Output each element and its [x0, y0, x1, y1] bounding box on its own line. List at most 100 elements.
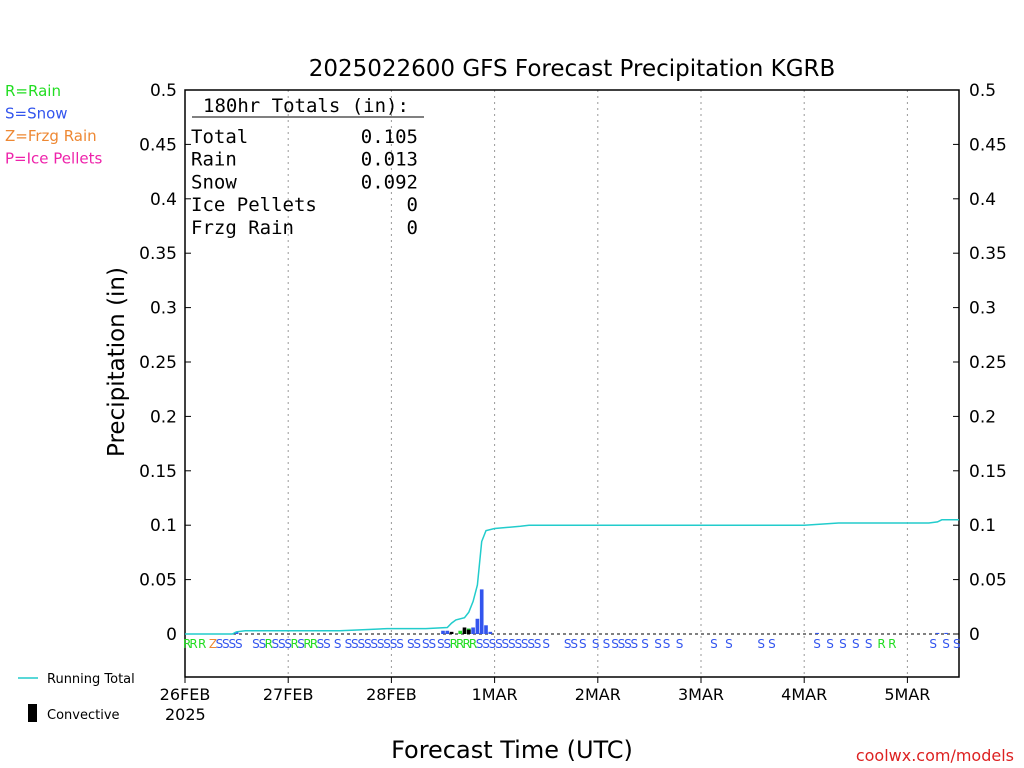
type-marker: S — [476, 637, 484, 651]
type-marker: S — [489, 637, 497, 651]
type-marker: R — [450, 637, 458, 651]
type-marker: S — [603, 637, 611, 651]
totals-row-value: 0 — [407, 194, 418, 216]
type-marker: S — [663, 637, 671, 651]
type-marker: S — [514, 637, 522, 651]
y-tick-label-left: 0.15 — [139, 462, 177, 482]
totals-row-label: Total — [191, 126, 248, 148]
legend-convective: Convective — [47, 708, 120, 723]
type-marker: S — [437, 637, 445, 651]
x-tick-label: 5MAR — [884, 685, 930, 704]
totals-row-label: Snow — [191, 171, 237, 193]
y-tick-label-right: 0.35 — [969, 244, 1007, 264]
type-marker: S — [953, 637, 961, 651]
type-marker: S — [725, 637, 733, 651]
type-marker: Z — [209, 637, 217, 651]
totals-header: 180hr Totals (in): — [203, 95, 409, 117]
type-marker: R — [456, 637, 464, 651]
bar-snow — [815, 632, 819, 634]
type-marker: S — [278, 637, 286, 651]
type-marker: S — [502, 637, 510, 651]
type-marker: S — [216, 637, 224, 651]
precip-type-legend: R=Rain S=Snow Z=Frzg Rain P=Ice Pellets — [5, 82, 102, 168]
y-tick-label-right: 0.05 — [969, 571, 1007, 591]
y-tick-label-left: 0.25 — [139, 353, 177, 373]
type-marker: R — [303, 637, 311, 651]
legend-convective-swatch — [28, 704, 37, 722]
type-marker: S — [611, 637, 619, 651]
y-tick-label-left: 0.1 — [150, 516, 177, 536]
legend-r: R=Rain — [5, 82, 61, 100]
type-marker: S — [676, 637, 684, 651]
type-marker: S — [865, 637, 873, 651]
type-marker: S — [710, 637, 718, 651]
bar-convective — [462, 627, 467, 634]
type-marker: S — [942, 637, 950, 651]
type-marker: S — [826, 637, 834, 651]
y-axis-ticks: 0.5 0.5 0.45 0.45 0.4 0.4 0.35 0.35 0.3 0.3 0.25 0.… — [139, 81, 1007, 645]
chart-title: 2025022600 GFS Forecast Precipitation KG… — [309, 56, 836, 82]
x-tick-label: 1MAR — [472, 685, 518, 704]
type-marker: S — [654, 637, 662, 651]
type-marker: S — [317, 637, 325, 651]
y-tick-label-right: 0.25 — [969, 353, 1007, 373]
y-tick-label-left: 0.4 — [150, 190, 177, 210]
legend-s: S=Snow — [5, 105, 68, 123]
type-marker: R — [462, 637, 470, 651]
plot-frame — [184, 89, 960, 678]
precip-bars — [234, 589, 948, 634]
type-marker: R — [183, 637, 191, 651]
type-marker: R — [310, 637, 318, 651]
bar-snow — [479, 589, 484, 634]
y-tick-label-right: 0.4 — [969, 190, 996, 210]
bar-snow — [475, 618, 480, 634]
type-marker: S — [929, 637, 937, 651]
year-label: 2025 — [165, 705, 206, 724]
y-tick-label-left: 0.45 — [139, 135, 177, 155]
y-tick-label-right: 0.15 — [969, 462, 1007, 482]
type-marker: S — [527, 637, 535, 651]
y-tick-label-left: 0 — [166, 625, 177, 645]
y-tick-label-left: 0.3 — [150, 299, 177, 319]
type-marker: R — [469, 637, 477, 651]
bar-snow — [441, 630, 445, 634]
type-marker: S — [570, 637, 578, 651]
type-marker: S — [370, 637, 378, 651]
type-marker: S — [852, 637, 860, 651]
type-marker: S — [351, 637, 359, 651]
y-axis-label: Precipitation (in) — [104, 267, 130, 457]
legend-z: Z=Frzg Rain — [5, 127, 97, 145]
y-tick-label-right: 0.2 — [969, 407, 996, 427]
bar-convective — [466, 629, 471, 634]
totals-row-value: 0.105 — [361, 126, 418, 148]
type-marker: S — [768, 637, 776, 651]
grid-lines — [185, 90, 959, 677]
type-marker: S — [631, 637, 639, 651]
type-marker: S — [284, 637, 292, 651]
legend-p: P=Ice Pellets — [5, 150, 102, 168]
type-marker: S — [396, 637, 404, 651]
y-tick-label-right: 0.3 — [969, 299, 996, 319]
type-marker: S — [228, 637, 236, 651]
y-tick-label-left: 0.35 — [139, 244, 177, 264]
type-marker: R — [265, 637, 273, 651]
type-marker: S — [757, 637, 765, 651]
type-marker: R — [877, 637, 885, 651]
credit-text: coolwx.com/models — [856, 746, 1014, 765]
type-marker: S — [377, 637, 385, 651]
bar-snow — [488, 631, 493, 634]
totals-box: 180hr Totals (in): Total 0.105 Rain 0.013 Sn… — [191, 95, 424, 239]
type-marker: S — [508, 637, 516, 651]
totals-row-value: 0.013 — [361, 149, 418, 171]
y-tick-label-right: 0.45 — [969, 135, 1007, 155]
totals-rows: Total 0.105 Rain 0.013 Snow 0.092 Ice Pellets 0… — [191, 126, 418, 239]
totals-row-value: 0 — [407, 217, 418, 239]
type-marker: S — [413, 637, 421, 651]
bar-rain — [458, 630, 463, 634]
type-marker: S — [259, 637, 267, 651]
x-tick-label: 28FEB — [366, 685, 417, 704]
type-marker: S — [813, 637, 821, 651]
y-tick-label-left: 0.05 — [139, 571, 177, 591]
